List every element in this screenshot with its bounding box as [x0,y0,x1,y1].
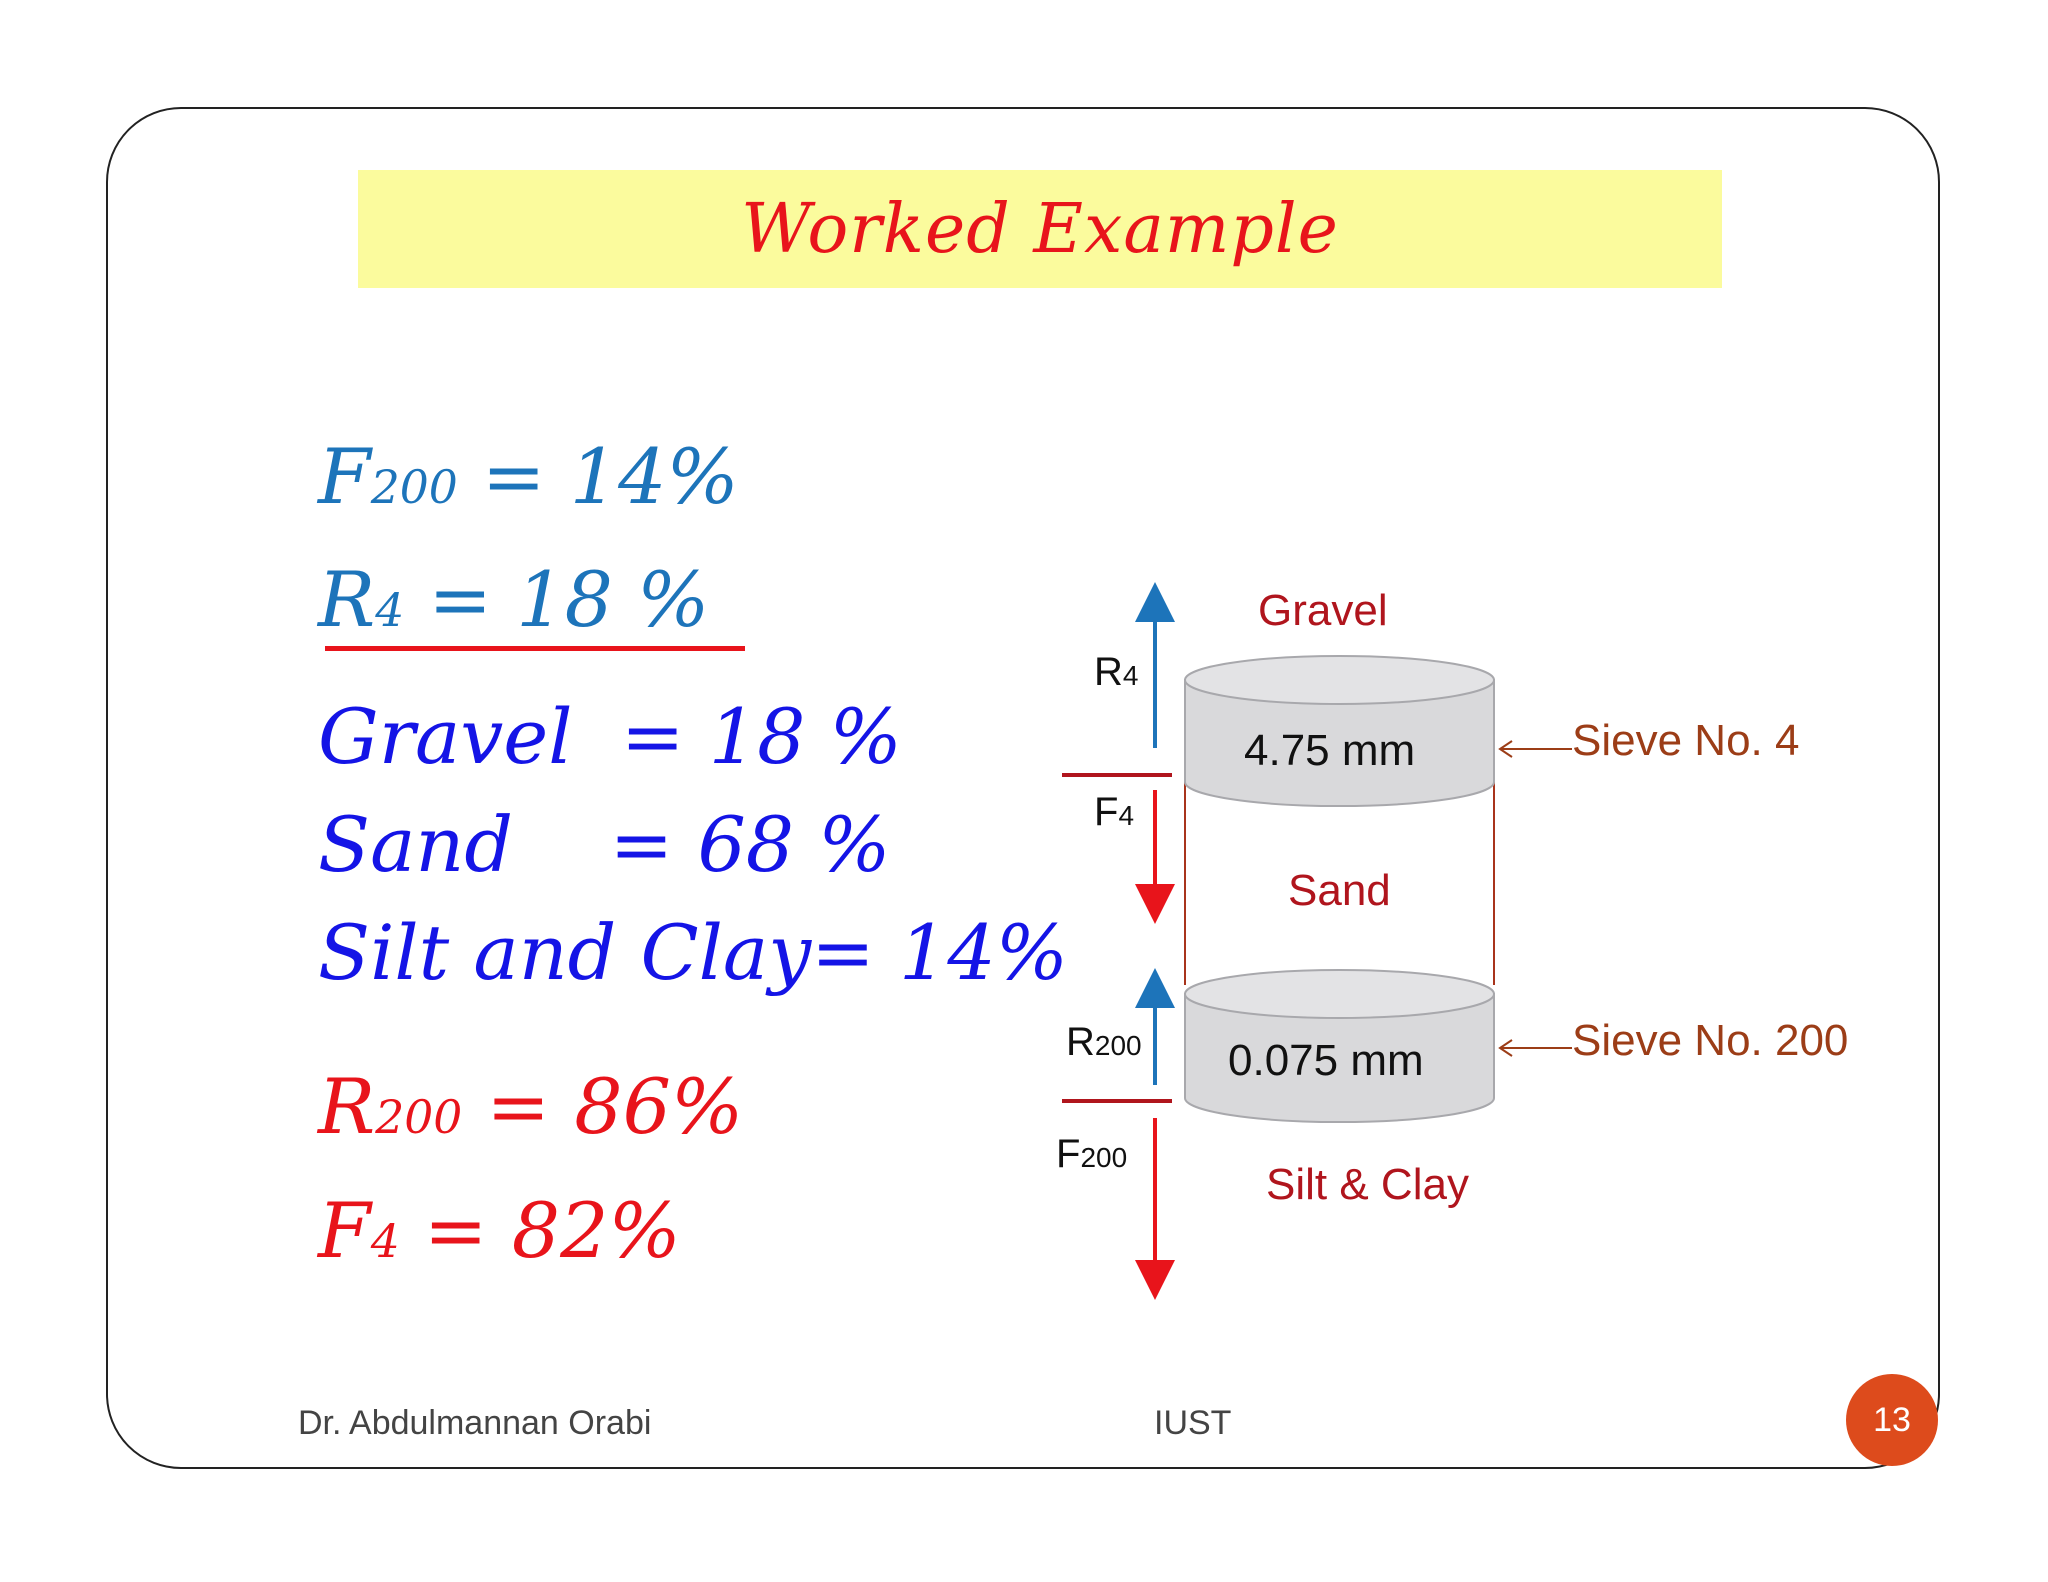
equation-silt-clay: Silt and Clay= 14% [318,908,1068,997]
equation-f4: F4 = 82% [318,1186,681,1275]
equation-r4-underline [325,646,745,651]
label-sieve-4-name: Sieve No. 4 [1572,716,1800,765]
slide-frame [106,107,1940,1469]
equation-sand: Sand = 68 % [318,800,891,889]
pointer-sieve-200 [1498,1039,1572,1057]
label-sieve-200-size: 0.075 mm [1228,1036,1424,1085]
title-band: Worked Example [358,170,1722,288]
equation-r200: R200 = 86% [318,1062,744,1151]
label-f4: F4 [1094,790,1135,834]
label-r200: R200 [1066,1020,1142,1064]
footer-institution: IUST [1154,1404,1232,1442]
equation-r4: R4 = 18 % [318,555,710,644]
footer-author: Dr. Abdulmannan Orabi [298,1404,652,1442]
sieve-4-cylinder [1184,655,1495,808]
equation-f200: F200 = 14% [318,432,739,521]
pointer-sieve-4 [1498,740,1572,758]
label-sieve-4-size: 4.75 mm [1244,726,1416,775]
label-sand: Sand [1288,866,1391,915]
label-f200: F200 [1056,1132,1128,1176]
page-number: 13 [1873,1400,1911,1439]
equation-gravel: Gravel = 18 % [318,692,902,781]
label-sieve-200-name: Sieve No. 200 [1572,1016,1849,1065]
label-gravel: Gravel [1258,586,1388,635]
sieve-200-cylinder [1184,969,1495,1124]
label-r4: R4 [1094,650,1139,694]
label-silt-clay: Silt & Clay [1266,1160,1469,1209]
page-number-badge: 13 [1846,1374,1938,1466]
slide-title: Worked Example [741,189,1339,269]
